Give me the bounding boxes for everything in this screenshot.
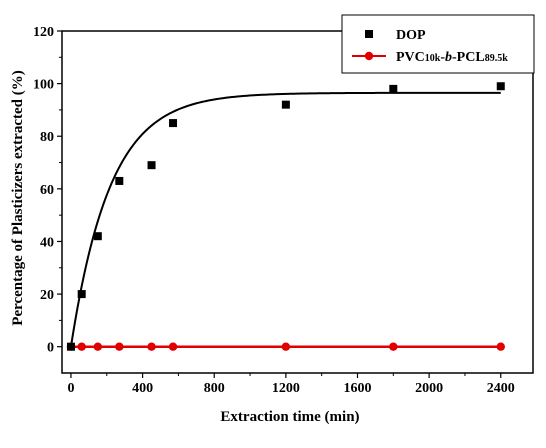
y-tick-label: 120 (33, 25, 54, 40)
pvc-data-point (168, 342, 178, 351)
dop-data-point (169, 119, 178, 128)
y-axis-ticks: 0 20 40 60 80 100 120 (33, 25, 62, 356)
x-tick-label: 0 (67, 381, 74, 396)
legend-marker-dop (365, 30, 373, 38)
pvc-data-point (147, 342, 156, 351)
x-tick-label: 400 (132, 381, 153, 396)
dop-data-point (496, 82, 505, 91)
y-tick-label: 100 (33, 78, 54, 93)
series-points (66, 82, 505, 351)
y-tick-label: 20 (40, 288, 54, 303)
dop-fit-curve (69, 91, 501, 347)
dop-data-point (66, 342, 75, 351)
pvc-data-point (93, 342, 103, 351)
pvc-data-point (281, 342, 291, 351)
x-axis-title: Extraction time (min) (220, 409, 359, 425)
pvc-data-point (115, 342, 124, 351)
x-tick-label: 1200 (272, 381, 300, 396)
series-lines (69, 91, 501, 348)
y-tick-label: 80 (40, 130, 54, 145)
dop-data-point (389, 84, 398, 93)
legend: DOP PVC10k-b-PCL89.5k (341, 14, 535, 74)
pvc-data-point (389, 342, 398, 351)
legend-label: PVC10k-b-PCL89.5k (396, 50, 508, 65)
y-tick-label: 40 (40, 235, 54, 250)
legend-box (341, 14, 535, 74)
x-tick-label: 2000 (415, 381, 443, 396)
pvc-data-point (496, 342, 505, 351)
dop-data-point (147, 161, 156, 170)
legend-label: DOP (396, 28, 426, 43)
dop-data-point (281, 100, 290, 109)
pvc-data-point (77, 342, 86, 351)
legend-marker-pvc (364, 51, 374, 61)
x-axis-ticks: 0 400 800 1200 1600 2000 2400 (67, 373, 515, 396)
dop-data-point (93, 232, 102, 241)
x-tick-label: 800 (204, 381, 225, 396)
plot-frame (61, 30, 534, 374)
y-tick-label: 0 (47, 341, 54, 356)
dop-data-point (77, 290, 86, 299)
dop-data-point (115, 176, 124, 185)
x-tick-label: 1600 (343, 381, 371, 396)
y-tick-label: 60 (40, 183, 54, 198)
plot-area-border (61, 30, 534, 374)
x-tick-label: 2400 (487, 381, 515, 396)
y-axis-title: Percentage of Plasticizers extracted (%) (10, 70, 26, 325)
